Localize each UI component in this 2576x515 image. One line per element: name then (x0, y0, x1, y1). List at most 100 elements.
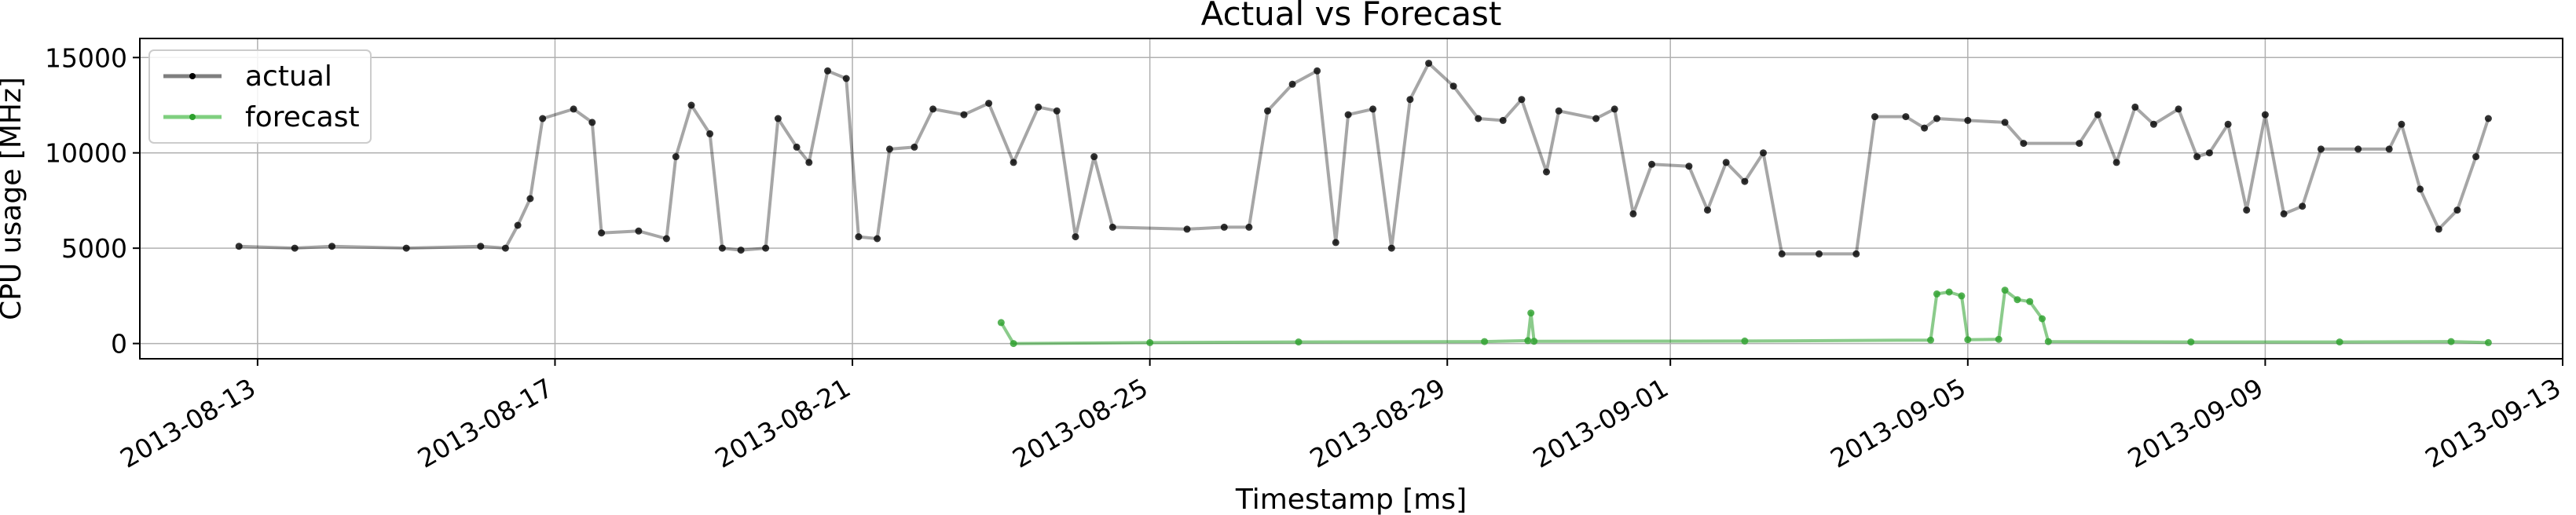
data-point-actual (598, 229, 606, 237)
data-point-actual (2094, 111, 2101, 119)
data-point-actual (2131, 103, 2139, 111)
data-point-actual (2175, 105, 2182, 113)
data-point-actual (793, 143, 801, 151)
data-point-actual (929, 105, 937, 113)
data-point-actual (2205, 149, 2213, 157)
data-point-actual (2193, 153, 2201, 161)
data-point-actual (2354, 145, 2362, 153)
data-point-actual (1555, 107, 1563, 115)
data-point-actual (2224, 120, 2232, 128)
data-point-forecast (2014, 296, 2021, 304)
data-point-actual (1220, 223, 1228, 231)
data-point-actual (1369, 105, 1377, 113)
data-point-forecast (2001, 287, 2009, 294)
data-point-forecast (1527, 309, 1535, 317)
data-point-actual (1518, 96, 1526, 104)
data-point-actual (570, 105, 577, 113)
data-point-actual (2020, 140, 2028, 148)
data-point-actual (1592, 115, 1600, 122)
data-point-actual (824, 67, 831, 75)
data-point-actual (737, 247, 745, 254)
data-point-forecast (1933, 290, 1940, 298)
data-point-actual (1722, 159, 1730, 166)
data-point-forecast (1146, 338, 1154, 346)
data-point-actual (1921, 124, 1929, 132)
data-point-forecast (1010, 340, 1017, 348)
data-point-actual (2385, 145, 2393, 153)
data-point-actual (774, 115, 782, 122)
data-point-actual (2149, 120, 2157, 128)
data-point-actual (635, 227, 643, 235)
data-point-forecast (1481, 338, 1489, 345)
data-point-forecast (1741, 337, 1749, 345)
data-point-actual (1610, 105, 1618, 113)
data-point-actual (672, 153, 680, 161)
data-point-actual (235, 243, 243, 250)
data-point-actual (1108, 223, 1116, 231)
data-point-forecast (2336, 338, 2343, 346)
data-point-actual (2299, 203, 2307, 210)
y-tick-label: 15000 (45, 42, 127, 73)
data-point-actual (1760, 149, 1767, 157)
data-point-actual (1090, 153, 1098, 161)
legend-actual-marker (189, 73, 196, 79)
legend-actual-label: actual (245, 60, 332, 93)
series-line-forecast (999, 288, 2489, 345)
data-point-actual (1245, 223, 1253, 231)
data-point-forecast (1945, 288, 1953, 296)
data-point-actual (855, 233, 863, 241)
data-point-actual (1741, 177, 1749, 185)
data-point-actual (1288, 80, 1296, 88)
data-point-actual (2398, 120, 2406, 128)
data-point-actual (1816, 250, 1823, 258)
data-point-actual (2472, 153, 2480, 161)
y-tick-label: 0 (111, 329, 127, 360)
legend: actual forecast (148, 49, 372, 144)
data-point-forecast (1524, 337, 1532, 345)
data-point-actual (2243, 206, 2251, 214)
data-point-actual (1314, 67, 1321, 75)
data-point-forecast (2044, 338, 2052, 345)
data-point-actual (1704, 206, 1711, 214)
data-point-actual (1053, 107, 1061, 115)
data-point-actual (960, 111, 968, 119)
data-point-actual (1871, 113, 1878, 121)
data-point-actual (539, 115, 547, 122)
y-axis: 0 5000 10000 15000 (45, 42, 140, 360)
y-axis-label: CPU usage [MHz] (0, 77, 27, 320)
data-point-actual (885, 145, 893, 153)
data-point-actual (1902, 113, 1910, 121)
data-point-actual (1852, 250, 1860, 258)
data-point-forecast (2026, 298, 2034, 305)
data-point-forecast (1958, 292, 1966, 300)
data-point-actual (2280, 210, 2288, 217)
data-point-actual (1332, 239, 1339, 247)
data-point-actual (501, 244, 509, 252)
data-point-actual (1648, 160, 1655, 168)
data-point-actual (762, 244, 770, 252)
data-point-actual (477, 243, 485, 250)
data-point-actual (2076, 140, 2083, 148)
data-point-actual (526, 195, 534, 203)
data-point-actual (2484, 115, 2492, 122)
data-point-actual (1387, 244, 1395, 252)
legend-forecast-label: forecast (245, 101, 360, 133)
data-point-actual (842, 75, 850, 82)
data-point-forecast (1964, 336, 1972, 344)
data-point-actual (1406, 96, 1414, 104)
data-point-actual (805, 159, 813, 166)
data-point-actual (662, 235, 670, 243)
y-tick-label: 10000 (45, 138, 127, 169)
data-point-actual (2317, 145, 2325, 153)
data-point-forecast (1295, 338, 1303, 346)
data-point-actual (402, 244, 410, 252)
data-point-forecast (2187, 338, 2195, 346)
data-point-actual (2453, 206, 2461, 214)
data-point-actual (1933, 115, 1940, 122)
data-point-actual (1264, 107, 1271, 115)
legend-forecast-marker (189, 114, 196, 120)
plot-frame (139, 38, 2563, 360)
data-point-actual (1010, 159, 1017, 166)
